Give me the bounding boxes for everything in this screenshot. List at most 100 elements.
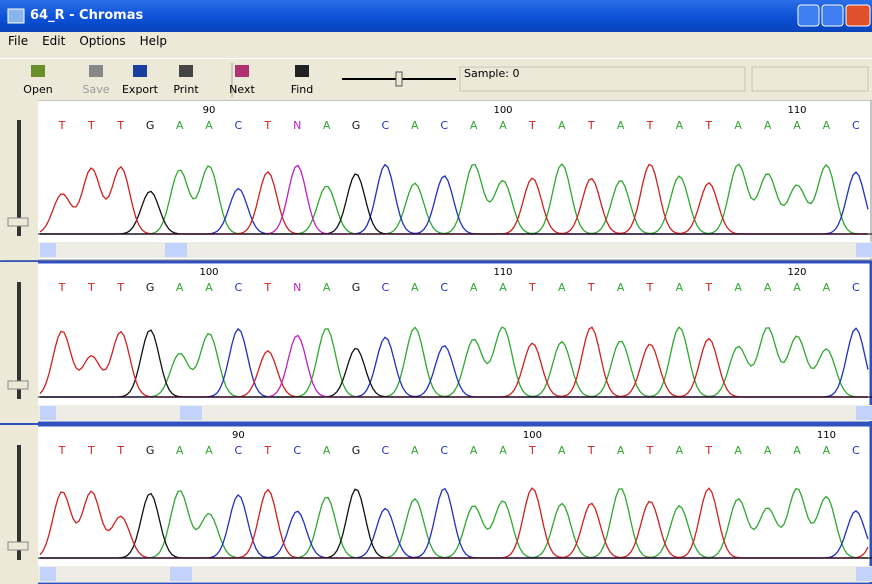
base-position: 100: [199, 267, 218, 278]
base-call: A: [793, 119, 801, 132]
base-call: A: [823, 281, 831, 294]
base-call: C: [440, 119, 448, 132]
base-call: A: [205, 119, 213, 132]
zoom-thumb[interactable]: [8, 542, 28, 550]
scrollbar: [38, 405, 872, 421]
base-call: T: [587, 119, 595, 132]
base-call: A: [617, 444, 625, 457]
close-button[interactable]: [846, 5, 870, 26]
base-call: T: [704, 281, 712, 294]
toolbar-button[interactable]: Open: [18, 83, 58, 96]
scroll-left[interactable]: [40, 243, 56, 257]
toolbar-button[interactable]: Print: [166, 83, 206, 96]
base-call: A: [764, 444, 772, 457]
zoom-thumb[interactable]: [8, 218, 28, 226]
base-call: C: [852, 444, 860, 457]
panel: TTTGAACTCAGCACAATATATATAAAACT90100110: [0, 425, 872, 584]
base-call: A: [558, 281, 566, 294]
panel: TTTGAACTNAGCACAATATATATAAAAC90100110: [0, 100, 872, 260]
scrollbar: [38, 566, 872, 582]
base-call: A: [764, 119, 772, 132]
slider-thumb[interactable]: [396, 72, 402, 86]
toolbar-button[interactable]: Save: [76, 83, 116, 96]
base-call: T: [58, 281, 66, 294]
base-call: A: [676, 119, 684, 132]
base-call: T: [116, 444, 124, 457]
base-position: 110: [787, 105, 806, 116]
scroll-right[interactable]: [856, 567, 872, 581]
base-call: C: [235, 281, 243, 294]
base-call: A: [823, 119, 831, 132]
base-call: T: [116, 281, 124, 294]
base-call: A: [176, 119, 184, 132]
maximize-button[interactable]: [822, 5, 843, 26]
base-call: T: [646, 444, 654, 457]
menu-bar: File Edit Options Help: [8, 34, 167, 48]
sample-label: Sample: 0: [464, 67, 519, 80]
base-call: A: [470, 119, 478, 132]
base-call: A: [676, 281, 684, 294]
button-label: Open: [23, 83, 52, 96]
menu-item[interactable]: Help: [140, 34, 167, 48]
scroll-thumb[interactable]: [180, 406, 202, 420]
base-position: 90: [203, 105, 216, 116]
base-position: 110: [493, 267, 512, 278]
base-call: T: [263, 119, 271, 132]
base-call: T: [87, 444, 95, 457]
base-call: C: [235, 119, 243, 132]
base-call: A: [411, 119, 419, 132]
base-call: A: [411, 281, 419, 294]
base-call: N: [293, 281, 301, 294]
base-call: C: [382, 281, 390, 294]
toolbar: Sample: 0 Open Save Export Print Next Find: [0, 58, 872, 102]
base-call: A: [176, 281, 184, 294]
menu-item[interactable]: Options: [79, 34, 125, 48]
base-call: T: [587, 444, 595, 457]
base-call: A: [205, 444, 213, 457]
base-call: T: [87, 119, 95, 132]
base-call: A: [499, 119, 507, 132]
scroll-left[interactable]: [40, 406, 56, 420]
base-call: G: [146, 119, 155, 132]
base-call: A: [617, 281, 625, 294]
button-label: Find: [291, 83, 314, 96]
base-call: T: [528, 281, 536, 294]
base-position: 110: [817, 430, 836, 441]
base-call: G: [352, 119, 361, 132]
toolbar-button[interactable]: Find: [282, 83, 322, 96]
zoom-thumb[interactable]: [8, 381, 28, 389]
scrollbar: [38, 242, 872, 258]
toolbar-button[interactable]: Export: [120, 83, 160, 96]
scroll-right[interactable]: [856, 406, 872, 420]
base-call: A: [764, 281, 772, 294]
scroll-thumb[interactable]: [165, 243, 187, 257]
base-call: T: [704, 119, 712, 132]
base-call: A: [823, 444, 831, 457]
base-call: G: [146, 281, 155, 294]
button-icon: [179, 65, 193, 77]
base-call: A: [793, 281, 801, 294]
button-label: Save: [82, 83, 109, 96]
minimize-button[interactable]: [798, 5, 819, 26]
base-call: G: [146, 444, 155, 457]
scroll-right[interactable]: [856, 243, 872, 257]
toolbar-button[interactable]: Next: [222, 83, 262, 96]
button-label: Next: [229, 83, 255, 96]
menu-item[interactable]: Edit: [42, 34, 65, 48]
base-call: A: [558, 444, 566, 457]
menu-item[interactable]: File: [8, 34, 28, 48]
base-call: A: [470, 281, 478, 294]
base-call: A: [176, 444, 184, 457]
button-icon: [133, 65, 147, 77]
base-call: N: [293, 119, 301, 132]
base-position: 100: [523, 430, 542, 441]
base-call: T: [58, 119, 66, 132]
base-call: A: [734, 119, 742, 132]
window-controls: [0, 0, 872, 32]
base-call: T: [646, 119, 654, 132]
base-call: T: [116, 119, 124, 132]
button-icon: [235, 65, 249, 77]
scroll-left[interactable]: [40, 567, 56, 581]
base-call: A: [734, 281, 742, 294]
scroll-thumb[interactable]: [170, 567, 192, 581]
